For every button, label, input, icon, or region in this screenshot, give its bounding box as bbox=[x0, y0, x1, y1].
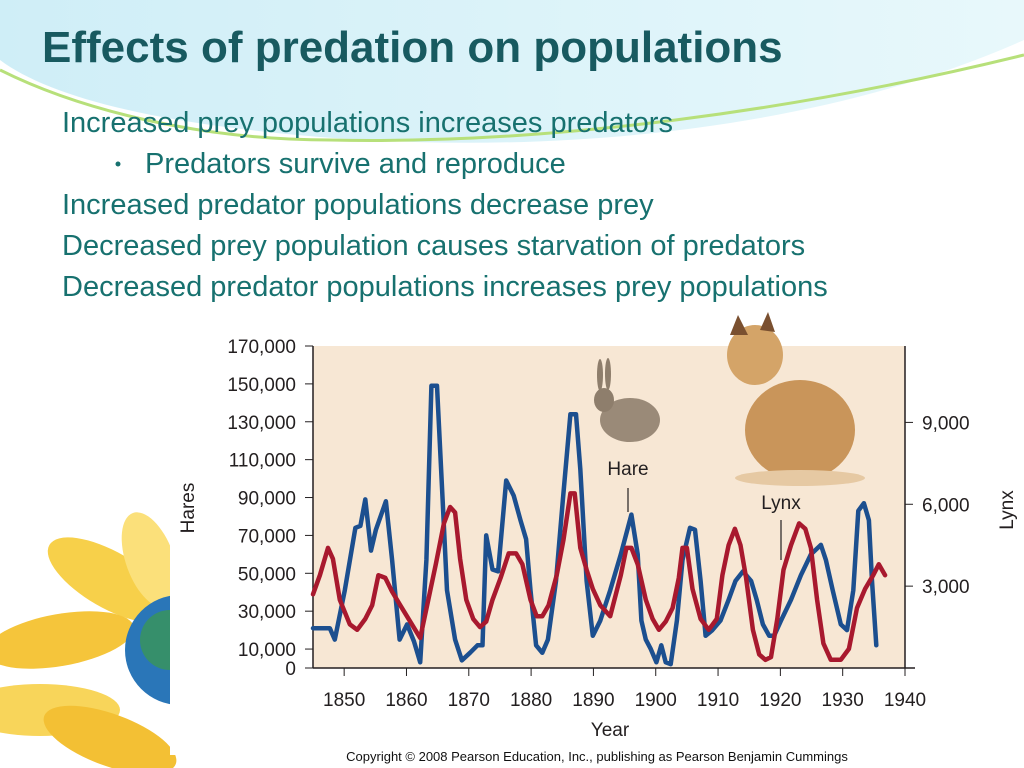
y2-axis-title: Lynx bbox=[997, 490, 1018, 530]
x-tick-label: 1880 bbox=[510, 690, 552, 711]
y2-tick-label: 9,000 bbox=[922, 413, 970, 434]
x-axis-title: Year bbox=[591, 720, 630, 741]
body-subline: Predators survive and reproduce bbox=[145, 148, 566, 180]
slide-title: Effects of predation on populations bbox=[42, 23, 783, 72]
x-tick-label: 1910 bbox=[697, 690, 739, 711]
body-line: Decreased predator populations increases… bbox=[62, 271, 828, 303]
annotation: Lynx bbox=[761, 493, 801, 514]
y-axis-title: Hares bbox=[178, 483, 199, 534]
slide-body: Increased prey populations increases pre… bbox=[62, 107, 828, 303]
x-tick-label: 1850 bbox=[323, 690, 365, 711]
x-tick-label: 1900 bbox=[635, 690, 677, 711]
body-line: Increased prey populations increases pre… bbox=[62, 107, 673, 139]
x-tick-label: 1870 bbox=[448, 690, 490, 711]
series-line bbox=[310, 491, 888, 663]
x-tick-label: 1920 bbox=[759, 690, 801, 711]
y-tick-label: 0 bbox=[285, 659, 296, 680]
y2-tick-label: 3,000 bbox=[922, 577, 970, 598]
x-tick-label: 1860 bbox=[385, 690, 427, 711]
x-tick-label: 1930 bbox=[822, 690, 864, 711]
y-tick-label: 50,000 bbox=[238, 564, 296, 585]
series-line bbox=[310, 383, 879, 667]
x-tick-label: 1940 bbox=[884, 690, 926, 711]
y-tick-label: 30,000 bbox=[238, 602, 296, 623]
lynx-illustration bbox=[727, 312, 865, 486]
swoosh-line bbox=[0, 53, 1024, 142]
copyright: Copyright © 2008 Pearson Education, Inc.… bbox=[346, 749, 848, 764]
y-tick-label: 90,000 bbox=[238, 489, 296, 510]
y-tick-label: 170,000 bbox=[227, 337, 296, 358]
body-line: Increased predator populations decrease … bbox=[62, 189, 654, 221]
y-tick-label: 10,000 bbox=[238, 640, 296, 661]
y2-tick-label: 6,000 bbox=[922, 495, 970, 516]
body-line: Decreased prey population causes starvat… bbox=[62, 230, 805, 262]
annotation: Hare bbox=[607, 459, 648, 480]
x-tick-label: 1890 bbox=[572, 690, 614, 711]
hare-illustration bbox=[594, 358, 660, 442]
y-tick-label: 70,000 bbox=[238, 526, 296, 547]
y-tick-label: 150,000 bbox=[227, 375, 296, 396]
bullet bbox=[115, 161, 121, 167]
y-tick-label: 110,000 bbox=[229, 451, 296, 472]
y-tick-label: 130,000 bbox=[227, 413, 296, 434]
